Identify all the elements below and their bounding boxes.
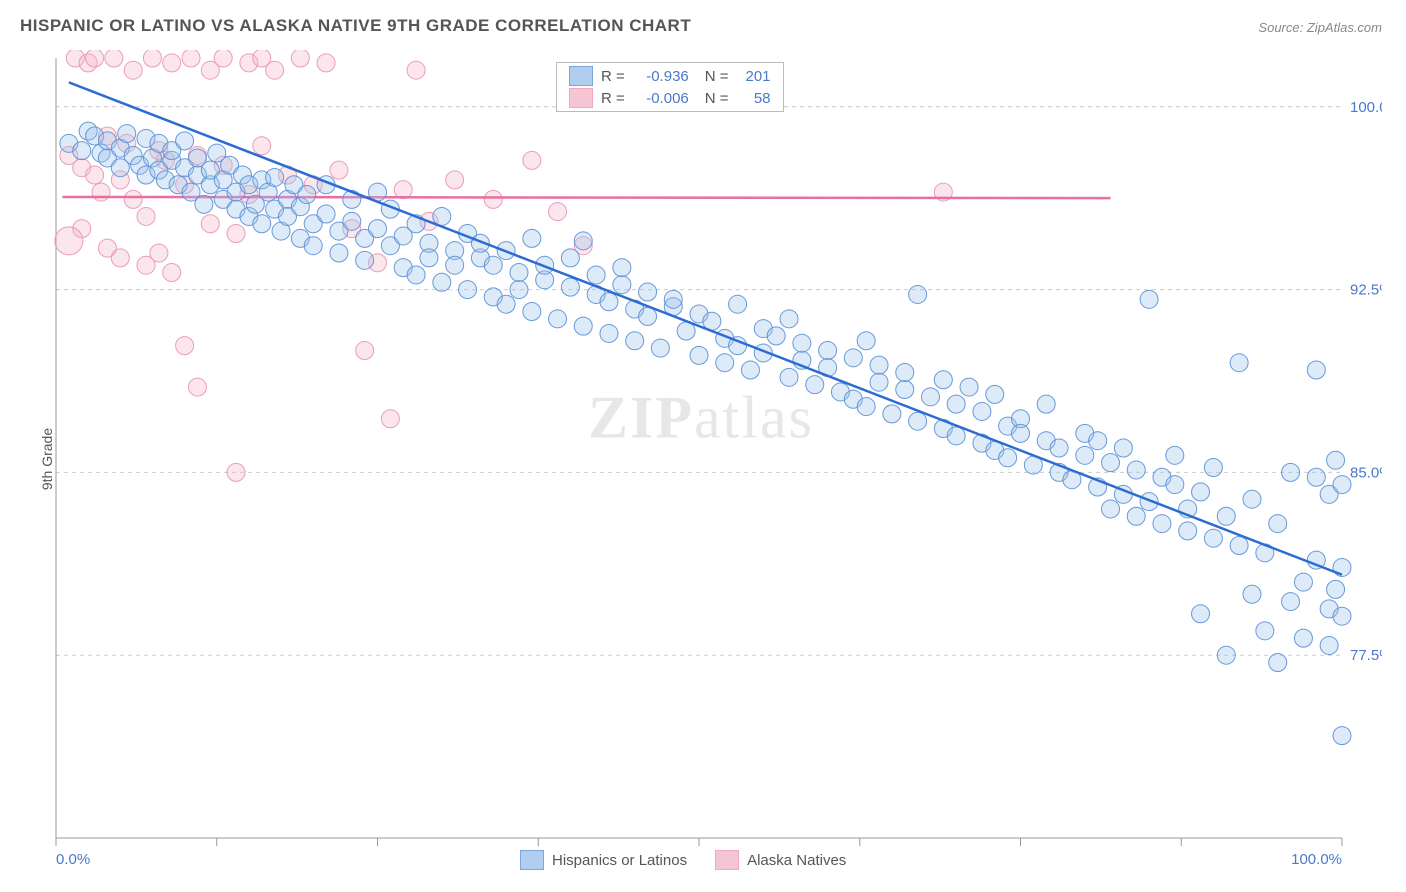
legend-swatch — [569, 88, 593, 108]
r-value: -0.936 — [633, 68, 689, 85]
series-legend-item: Alaska Natives — [715, 850, 846, 870]
correlation-legend-row: R = -0.936 N = 201 — [557, 65, 783, 87]
n-value: 58 — [737, 90, 771, 107]
svg-text:92.5%: 92.5% — [1350, 282, 1382, 299]
source-credit: Source: ZipAtlas.com — [1258, 20, 1382, 35]
svg-text:100.0%: 100.0% — [1350, 99, 1382, 116]
legend-swatch — [715, 850, 739, 870]
svg-text:0.0%: 0.0% — [56, 851, 90, 868]
correlation-legend: R = -0.936 N = 201 R = -0.006 N = 58 — [556, 62, 784, 112]
r-value: -0.006 — [633, 90, 689, 107]
series-legend-item: Hispanics or Latinos — [520, 850, 687, 870]
legend-swatch — [520, 850, 544, 870]
svg-text:77.5%: 77.5% — [1350, 647, 1382, 664]
series-legend: Hispanics or Latinos Alaska Natives — [520, 850, 846, 870]
legend-swatch — [569, 66, 593, 86]
chart-title: HISPANIC OR LATINO VS ALASKA NATIVE 9TH … — [20, 16, 691, 36]
svg-text:100.0%: 100.0% — [1291, 851, 1342, 868]
chart-area: 9th Grade 77.5% 85.0% 92.5% 100.0% 0.0% 100.0… — [20, 50, 1382, 868]
source-name: ZipAtlas.com — [1307, 20, 1382, 35]
svg-text:85.0%: 85.0% — [1350, 464, 1382, 481]
n-label: N = — [705, 68, 729, 85]
r-label: R = — [601, 90, 625, 107]
y-axis-label: 9th Grade — [39, 428, 55, 490]
r-label: R = — [601, 68, 625, 85]
source-label: Source: — [1258, 20, 1303, 35]
n-label: N = — [705, 90, 729, 107]
series-label: Hispanics or Latinos — [552, 852, 687, 869]
series-label: Alaska Natives — [747, 852, 846, 869]
correlation-legend-row: R = -0.006 N = 58 — [557, 87, 783, 109]
n-value: 201 — [737, 68, 771, 85]
scatter-chart: 77.5% 85.0% 92.5% 100.0% 0.0% 100.0% — [20, 50, 1382, 868]
